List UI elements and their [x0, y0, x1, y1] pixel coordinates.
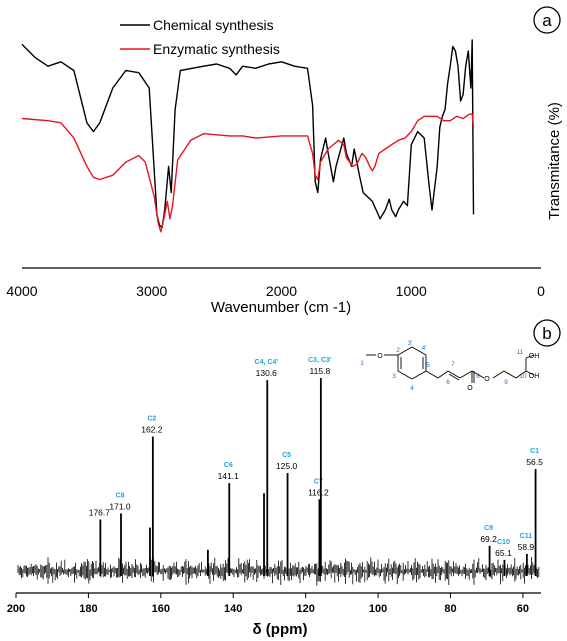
molecule-atom-label: 11 — [517, 349, 524, 356]
panel-b-x-tick-label: 80 — [444, 603, 456, 615]
molecule-atom-label: 3 — [392, 373, 396, 380]
nmr-peak-assignment-label: C6 — [224, 462, 233, 469]
nmr-peak-assignment-label: C1 — [530, 448, 539, 455]
molecule-atom-label: 10 — [519, 373, 527, 380]
panel-label-b-text: b — [542, 324, 551, 343]
nmr-peak-assignment-label: C9 — [484, 525, 493, 532]
nmr-peak-assignment-label: C7 — [314, 478, 323, 485]
panel-a-x-tick-label: 2000 — [266, 283, 297, 299]
panel-label-a-text: a — [542, 11, 552, 30]
molecule-atom-label: 7 — [451, 361, 455, 368]
molecule-atom-label: 1 — [360, 360, 364, 367]
panel-label-b: b — [533, 319, 561, 347]
nmr-peak-value-label: 69.2 — [480, 534, 497, 544]
nmr-peak-assignment-label: C11 — [520, 533, 533, 540]
panel-a-x-tick-label: 4000 — [6, 283, 37, 299]
legend: Chemical synthesis Enzymatic synthesis — [120, 17, 280, 57]
panel-b-x-tick-label: 100 — [369, 603, 387, 615]
nmr-peak-value-label: 125.0 — [276, 461, 298, 471]
molecule-atom-labels: 1 2 3' 3 4 4' 5 6 7 8 9 10 11 O O O OH OH — [360, 340, 539, 392]
nmr-peak-value-label: 56.5 — [526, 457, 543, 467]
panel-b-x-tick-label: 140 — [224, 603, 242, 615]
nmr-peak-value-label: 116.2 — [308, 487, 329, 497]
molecule-atom-label: 9 — [504, 379, 508, 386]
panel-a-ftir: 4000 3000 2000 1000 0 Wavenumber (cm -1) Tra… — [6, 6, 563, 316]
panel-a-x-tick-label: 1000 — [396, 283, 427, 299]
nmr-peak-value-label: 58.9 — [518, 542, 535, 552]
nmr-peak-value-label: 115.8 — [310, 366, 331, 376]
panel-b-x-tick-label: 160 — [152, 603, 170, 615]
panel-a-y-label: Transmitance (%) — [546, 102, 563, 220]
nmr-baseline-noise — [17, 557, 540, 586]
series-line-enzymatic — [21, 113, 475, 233]
molecule-atom-label: 8 — [476, 373, 480, 380]
panel-a-x-tick-label: 0 — [537, 283, 545, 299]
nmr-peak-value-label: 171.0 — [109, 501, 131, 511]
molecule-atom-label: OH — [529, 353, 540, 360]
molecule-atom-label: O — [484, 376, 490, 383]
nmr-peak-assignment-label: C2 — [147, 416, 156, 423]
panel-b-tick-labels: 200 180 160 140 120 100 80 60 — [7, 593, 529, 615]
molecule-atom-label: 3' — [408, 340, 413, 347]
molecule-atom-label: OH — [529, 373, 540, 380]
legend-label-enzymatic: Enzymatic synthesis — [153, 41, 280, 57]
molecule-structure — [366, 346, 535, 383]
nmr-peak-assignment-label: C5 — [282, 452, 291, 459]
panel-a-x-tick-label: 3000 — [136, 283, 167, 299]
panel-b-x-tick-label: 60 — [517, 603, 529, 615]
panel-label-a: a — [533, 6, 561, 34]
panel-b-x-tick-label: 200 — [7, 603, 25, 615]
panel-a-tick-labels: 4000 3000 2000 1000 0 — [6, 283, 545, 299]
panel-a-x-label: Wavenumber (cm -1) — [211, 299, 351, 316]
molecule-atom-label: O — [467, 385, 473, 392]
molecule-atom-label: O — [377, 353, 383, 360]
nmr-peak-value-label: 176.7 — [89, 508, 111, 518]
panel-b-x-tick-label: 180 — [79, 603, 97, 615]
molecule-atom-label: 4 — [410, 385, 414, 392]
panel-b-x-tick-label: 120 — [296, 603, 314, 615]
nmr-peak-assignment-label: C8 — [116, 492, 125, 499]
series-line-chemical — [21, 39, 475, 229]
nmr-peak-value-label: 162.2 — [141, 425, 163, 435]
legend-label-chemical: Chemical synthesis — [153, 17, 274, 33]
molecule-atom-label: 2 — [396, 347, 400, 354]
nmr-peak-assignment-label: C4, C4' — [255, 359, 279, 366]
nmr-peak-assignment-label: C3, C3' — [308, 357, 332, 364]
molecule-atom-label: 6 — [446, 379, 450, 386]
nmr-peak-value-label: 65.1 — [495, 548, 512, 558]
molecule-atom-label: 4' — [422, 345, 427, 352]
nmr-peak-assignment-label: C10 — [497, 539, 510, 546]
nmr-peak-value-label: 141.1 — [218, 471, 240, 481]
panel-b-x-label: δ (ppm) — [253, 621, 308, 638]
nmr-noise-trace — [17, 557, 540, 586]
molecule-atom-label: 5 — [426, 362, 430, 369]
nmr-peak-value-label: 130.6 — [256, 368, 278, 378]
